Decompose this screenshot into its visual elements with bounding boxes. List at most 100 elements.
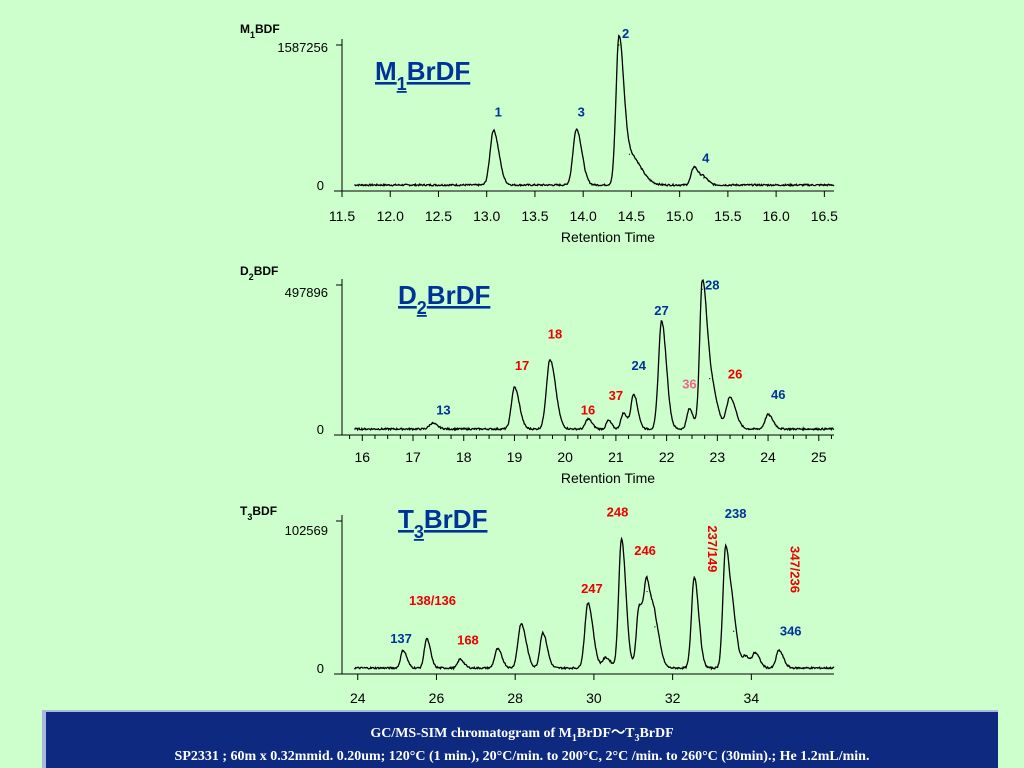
peak-apex: [701, 288, 703, 290]
x-tick-label: 25: [811, 449, 827, 465]
peak-apex: [496, 648, 499, 650]
x-tick-label: 28: [507, 690, 523, 706]
peak-label-vertical: 237/149: [705, 525, 720, 572]
footer-line-1: GC/MS-SIM chromatogram of M1BrDF～T3BrDF: [370, 726, 674, 744]
peak-apex: [605, 657, 607, 659]
chromatogram-trace: [354, 279, 835, 432]
compound-title: T3BrDF: [398, 504, 487, 542]
peak-label: 28: [705, 277, 719, 292]
peak-apex: [607, 419, 609, 421]
x-tick-label: 12.0: [377, 208, 404, 224]
chart-panel-3: T3BDF 102569 0 24 26 28 30 32 34 137 138/136 168 247…: [240, 504, 835, 706]
peak-label: 137: [390, 631, 412, 646]
panel-label: D2BDF: [240, 264, 278, 282]
footer-line-2: SP2331 ; 60m x 0.32mmid. 0.20um; 120°C (…: [174, 748, 870, 764]
peak-apex: [778, 649, 780, 651]
peak-apex: [693, 166, 695, 168]
peak-apex: [513, 386, 516, 388]
x-tick-label: 15.5: [714, 208, 741, 224]
peak-apex: [620, 538, 623, 540]
peak-label: 247: [581, 581, 603, 596]
peak-apex: [767, 414, 769, 416]
x-tick-label: 26: [429, 690, 445, 706]
x-tick-label: 24: [350, 690, 366, 706]
x-tick-label: 24: [760, 449, 776, 465]
peak-apex: [520, 623, 522, 625]
panel-label: M1BDF: [240, 22, 280, 40]
peak-apex: [587, 602, 589, 604]
compound-title: M1BrDF: [375, 56, 470, 94]
peak-label: 1: [495, 104, 502, 119]
peak-apex: [638, 605, 640, 607]
x-tick-label: 22: [659, 449, 675, 465]
y-zero-label: 0: [317, 422, 324, 437]
peak-label: 2: [622, 26, 629, 41]
x-tick-label: 34: [744, 690, 760, 706]
peak-label: 26: [728, 367, 742, 382]
peak-apex: [549, 359, 551, 361]
peak-label: 17: [515, 358, 529, 373]
y-max-label: 1587256: [277, 40, 328, 55]
x-tick-label: 19: [507, 449, 523, 465]
peak-apex: [426, 638, 428, 640]
peak-label: 248: [607, 505, 629, 520]
peak-apex: [654, 626, 656, 628]
x-tick-label: 14.0: [570, 208, 597, 224]
footer-caption: GC/MS-SIM chromatogram of M1BrDF～T3BrDF …: [42, 710, 998, 768]
peak-label: 46: [771, 387, 785, 402]
peak-apex: [725, 545, 727, 547]
peak-label-vertical: 347/236: [788, 546, 803, 593]
peak-apex: [587, 418, 589, 420]
peak-apex: [709, 378, 711, 380]
peak-apex: [633, 393, 635, 396]
peak-label: 13: [436, 403, 450, 418]
x-tick-label: 15.0: [666, 208, 693, 224]
peak-label: 3: [578, 104, 585, 119]
y-zero-label: 0: [317, 178, 324, 193]
peak-apex: [542, 632, 544, 634]
peak-apex: [693, 576, 695, 578]
x-tick-label: 11.5: [329, 208, 355, 224]
x-tick-label: 12.5: [425, 208, 452, 224]
peak-apex: [618, 44, 620, 46]
peak-label: 16: [581, 403, 595, 418]
chart-panel-2: D2BDF 497896 0 16 17 18 19 20 21 22 23 24 25 Retentio…: [240, 264, 835, 486]
x-tick-label: 14.5: [618, 208, 645, 224]
peak-apex: [622, 412, 625, 414]
x-tick-label: 17: [405, 449, 421, 465]
peak-label: 238: [725, 506, 747, 521]
x-tick-label: 16.5: [811, 208, 838, 224]
x-tick-label: 16.0: [762, 208, 789, 224]
peak-label: 168: [457, 632, 479, 647]
chromatogram-trace: [354, 34, 835, 188]
peak-label: 246: [634, 543, 656, 558]
peak-label: 27: [654, 303, 668, 318]
peak-apex: [431, 422, 433, 424]
x-axis-title: Retention Time: [561, 470, 655, 486]
peak-label: 138/136: [409, 593, 456, 608]
peak-apex: [628, 153, 631, 155]
x-tick-label: 16: [354, 449, 370, 465]
peak-apex: [492, 129, 495, 131]
x-tick-label: 13.0: [473, 208, 500, 224]
peak-label: 36: [682, 377, 696, 392]
peak-apex: [646, 590, 648, 593]
peak-apex: [703, 177, 705, 179]
y-zero-label: 0: [317, 661, 324, 676]
peak-apex: [754, 652, 756, 654]
x-tick-label: 30: [586, 690, 602, 706]
x-tick-label: 13.5: [521, 208, 548, 224]
panel-label: T3BDF: [240, 504, 277, 522]
x-axis-title: Retention Time: [561, 229, 655, 245]
y-max-label: 102569: [285, 523, 328, 538]
peak-apex: [575, 128, 578, 130]
peak-apex: [729, 396, 731, 398]
peak-apex: [733, 630, 735, 632]
chromatogram-trace: [353, 536, 835, 671]
peak-apex: [660, 320, 663, 322]
peak-label: 4: [702, 151, 710, 166]
x-tick-label: 21: [608, 449, 624, 465]
x-tick-label: 18: [456, 449, 472, 465]
peak-label: 37: [609, 388, 623, 403]
